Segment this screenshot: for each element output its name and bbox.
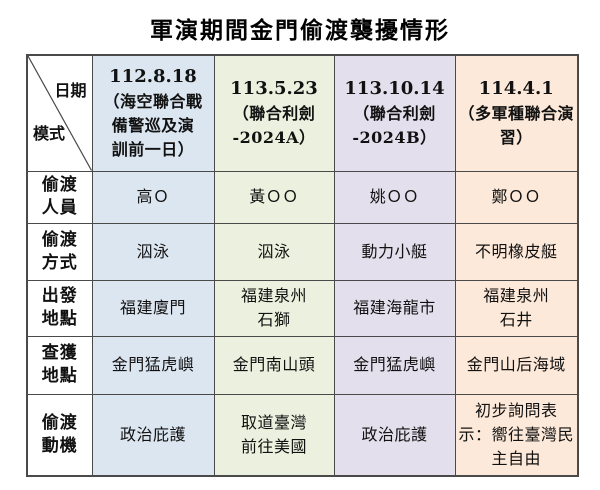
- corner-cell: 日期 模式: [26, 54, 93, 172]
- column-header-2: 113.5.23 （聯合利劍 -2024A）: [213, 54, 335, 172]
- column-header-4: 114.4.1 （多軍種聯合演 習）: [454, 54, 579, 172]
- corner-label-mode: 模式: [33, 123, 66, 143]
- table-cell: 泅泳: [213, 222, 335, 281]
- row-label-departure-location: 出發 地點: [26, 279, 93, 337]
- table-cell: 政治庇護: [333, 393, 456, 477]
- row-smuggling-method: 偷渡 方式 泅泳 泅泳 動力小艇 不明橡皮艇: [26, 222, 579, 281]
- table-cell: 初步詢問表 示：嚮往臺灣民 主自由: [454, 393, 579, 477]
- column-exercise-4: （多軍種聯合演 習）: [458, 104, 574, 148]
- column-exercise-2: （聯合利劍 -2024A）: [232, 104, 316, 148]
- table-cell: 福建泉州 石獅: [213, 279, 335, 337]
- table-cell: 高Ｏ: [91, 170, 215, 224]
- table-cell: 取道臺灣 前往美國: [213, 393, 335, 477]
- table-cell: 動力小艇: [333, 222, 456, 281]
- row-smuggler-names: 偷渡 人員 高Ｏ 黃ＯＯ 姚ＯＯ 鄭ＯＯ: [26, 170, 579, 224]
- table-cell: 不明橡皮艇: [454, 222, 579, 281]
- table-cell: 金門南山頭: [213, 335, 335, 395]
- table-cell: 金門猛虎嶼: [91, 335, 215, 395]
- column-date-1: 112.8.18: [109, 66, 197, 88]
- table-cell: 姚ＯＯ: [333, 170, 456, 224]
- table-cell: 福建廈門: [91, 279, 215, 337]
- column-date-2: 113.5.23: [230, 78, 318, 100]
- column-exercise-3: （聯合利劍 -2024B）: [352, 104, 437, 148]
- row-interception-location: 查獲 地點 金門猛虎嶼 金門南山頭 金門猛虎嶼 金門山后海域: [26, 335, 579, 395]
- row-label-interception-location: 查獲 地點: [26, 335, 93, 395]
- column-exercise-1: （海空聯合戰 備警巡及演 訓前一日）: [103, 92, 203, 160]
- table-cell: 金門猛虎嶼: [333, 335, 456, 395]
- table-cell: 福建泉州 石井: [454, 279, 579, 337]
- header-row: 日期 模式 112.8.18 （海空聯合戰 備警巡及演 訓前一日） 113.5.…: [26, 54, 579, 172]
- column-header-1: 112.8.18 （海空聯合戰 備警巡及演 訓前一日）: [91, 54, 215, 172]
- page-title: 軍演期間金門偷渡襲擾情形: [150, 17, 450, 44]
- row-label-smuggling-method: 偷渡 方式: [26, 222, 93, 281]
- row-label-smuggler-names: 偷渡 人員: [26, 170, 93, 224]
- corner-label-date: 日期: [54, 81, 87, 100]
- table-cell: 泅泳: [91, 222, 215, 281]
- incident-table: 日期 模式 112.8.18 （海空聯合戰 備警巡及演 訓前一日） 113.5.…: [26, 54, 579, 477]
- table-cell: 黃ＯＯ: [213, 170, 335, 224]
- column-header-3: 113.10.14 （聯合利劍 -2024B）: [333, 54, 456, 172]
- row-smuggling-motive: 偷渡 動機 政治庇護 取道臺灣 前往美國 政治庇護 初步詢問表 示：嚮往臺灣民 …: [26, 393, 579, 477]
- row-departure-location: 出發 地點 福建廈門 福建泉州 石獅 福建海龍市 福建泉州 石井: [26, 279, 579, 337]
- table-cell: 政治庇護: [91, 393, 215, 477]
- diagonal-divider-line: [28, 56, 92, 171]
- row-label-smuggling-motive: 偷渡 動機: [26, 393, 93, 477]
- column-date-4: 114.4.1: [478, 78, 554, 100]
- table-cell: 金門山后海域: [454, 335, 579, 395]
- table-cell: 福建海龍市: [333, 279, 456, 337]
- column-date-3: 113.10.14: [344, 78, 445, 100]
- table-cell: 鄭ＯＯ: [454, 170, 579, 224]
